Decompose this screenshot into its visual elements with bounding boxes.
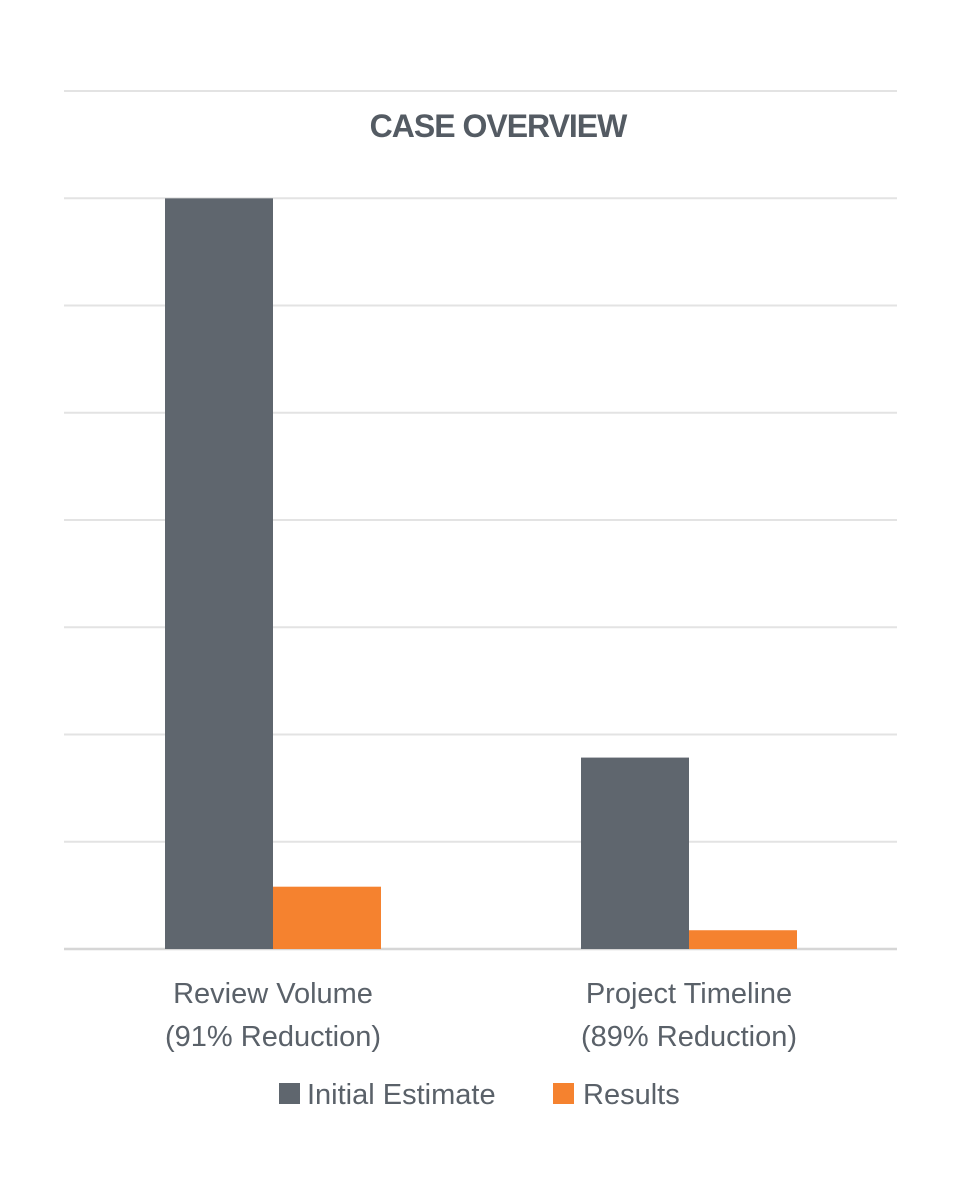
legend: Initial Estimate Results [279,1079,680,1111]
chart-title: CASE OVERVIEW [370,108,628,144]
category-label-0-line-0: Review Volume [173,978,373,1010]
category-label-0-line-1: (91% Reduction) [165,1021,381,1053]
bar-results-1 [689,930,797,949]
legend-label-results: Results [583,1079,680,1111]
bar-results-0 [273,886,381,949]
bars [165,198,797,950]
category-label-1-line-1: (89% Reduction) [581,1021,797,1053]
bar-initial-estimate-1 [581,757,689,949]
legend-swatch-initial-estimate [279,1083,300,1104]
category-labels: Review Volume (91% Reduction) Project Time… [165,978,797,1053]
legend-label-initial-estimate: Initial Estimate [307,1079,496,1111]
legend-swatch-results [553,1083,574,1104]
bar-initial-estimate-0 [165,198,273,950]
category-label-1-line-0: Project Timeline [586,978,792,1010]
